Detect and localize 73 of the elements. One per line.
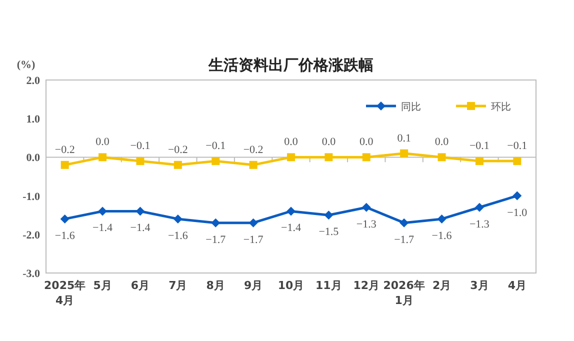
point <box>362 153 370 162</box>
point <box>438 153 446 162</box>
data-label: −1.6 <box>168 230 188 242</box>
legend-label: 环比 <box>491 101 511 113</box>
y-tick-label: 0.0 <box>26 152 40 164</box>
x-tick-label: 2026年 1月 <box>383 279 425 307</box>
data-label: −1.3 <box>356 218 377 230</box>
point <box>211 218 220 228</box>
data-label: −0.1 <box>507 140 528 152</box>
data-label: −1.7 <box>394 234 415 246</box>
y-tick-label: -3.0 <box>22 268 40 280</box>
y-axis-title: (%) <box>16 59 36 71</box>
x-tick-label: 2025年 4月 <box>44 279 86 307</box>
data-label: −1.0 <box>507 206 528 219</box>
point <box>212 157 220 166</box>
data-label: −1.3 <box>469 218 490 230</box>
point <box>513 157 522 166</box>
point <box>362 202 371 212</box>
x-tick-label: 7月 <box>168 279 188 292</box>
data-label: −1.4 <box>92 222 114 234</box>
data-label: −1.6 <box>54 230 76 242</box>
data-label: 0.0 <box>284 136 298 148</box>
point <box>174 160 182 169</box>
x-tick-label: 9月 <box>244 279 263 292</box>
data-label: 0.1 <box>397 132 411 144</box>
data-label: −0.1 <box>130 140 150 152</box>
chart-title: 生活资料出厂价格涨跌幅 <box>208 56 374 74</box>
point <box>287 153 295 162</box>
y-tick-label: -1.0 <box>22 190 40 203</box>
point <box>437 214 446 224</box>
data-label: 0.0 <box>322 136 336 148</box>
point <box>60 214 70 224</box>
x-tick-label: 3月 <box>470 279 489 292</box>
data-label: −0.1 <box>206 140 226 152</box>
y-tick-label: 2.0 <box>26 75 40 87</box>
point <box>286 206 296 216</box>
x-tick-label: 2月 <box>432 279 452 292</box>
y-tick-label: -2.0 <box>22 229 40 242</box>
y-tick-label: 1.0 <box>26 114 40 126</box>
point <box>60 160 69 169</box>
data-label: −1.7 <box>206 234 226 246</box>
point <box>324 153 333 162</box>
point <box>249 160 258 169</box>
x-tick-label: 8月 <box>206 279 225 292</box>
data-label: 0.0 <box>434 136 450 148</box>
data-label: 0.0 <box>360 136 374 148</box>
data-label: −0.1 <box>469 140 490 152</box>
data-label: −0.2 <box>243 144 264 156</box>
x-tick-label: 11月 <box>316 279 342 292</box>
data-label: −1.4 <box>281 222 302 234</box>
data-label: −1.6 <box>432 230 452 242</box>
point <box>400 218 409 228</box>
data-label: −1.4 <box>130 222 151 234</box>
point <box>512 191 522 200</box>
point <box>475 157 484 166</box>
point <box>324 210 334 220</box>
point <box>248 218 258 228</box>
point <box>98 153 107 162</box>
data-label: −0.2 <box>54 144 75 156</box>
x-tick-label: 12月 <box>353 279 380 292</box>
point <box>173 214 182 224</box>
point <box>474 202 484 212</box>
data-label: −1.7 <box>243 234 264 246</box>
data-label: −1.5 <box>318 226 340 238</box>
x-tick-label: 4月 <box>508 279 526 292</box>
point <box>136 157 144 166</box>
x-tick-label: 5月 <box>93 279 112 292</box>
data-label: −0.2 <box>168 144 188 156</box>
legend-label: 同比 <box>401 101 421 113</box>
x-tick-label: 10月 <box>278 279 304 292</box>
point <box>400 149 408 158</box>
x-tick-label: 6月 <box>130 279 150 292</box>
data-label: 0.0 <box>96 136 110 148</box>
